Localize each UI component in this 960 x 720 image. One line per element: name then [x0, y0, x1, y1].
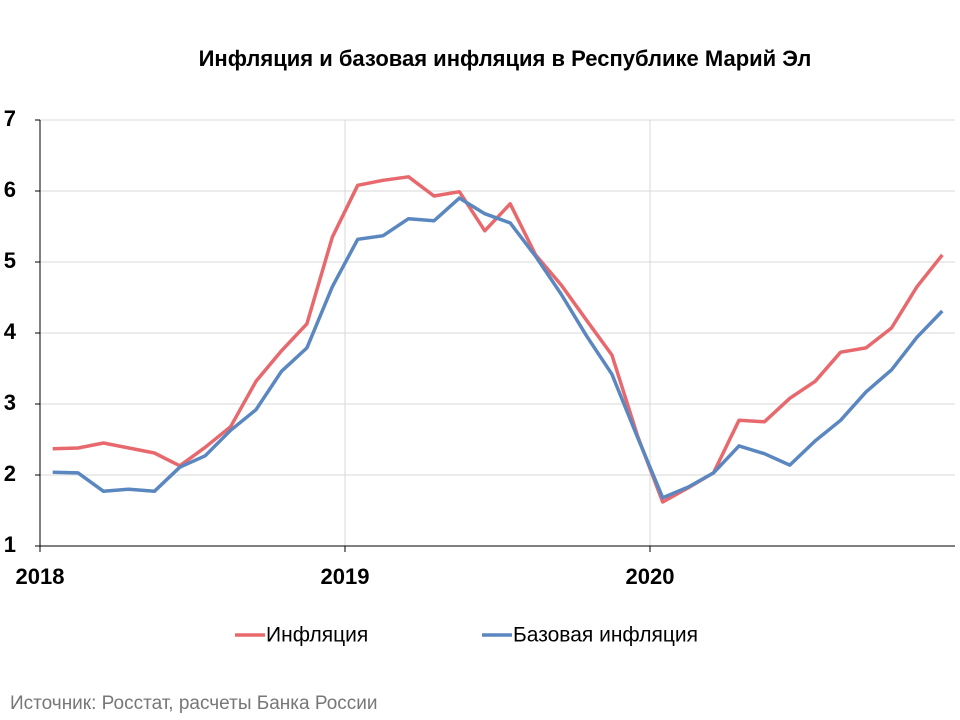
legend-label: Инфляция [266, 624, 368, 647]
y-tick-label: 3 [4, 390, 16, 415]
series-line [52, 175, 944, 504]
y-tick-label: 6 [4, 177, 16, 202]
legend-label: Базовая инфляция [513, 624, 698, 647]
y-tick-label: 1 [4, 532, 16, 557]
x-tick-label: 2019 [321, 564, 370, 589]
x-tick-label: 2018 [16, 564, 65, 589]
y-tick-label: 4 [4, 319, 17, 344]
y-tick-label: 7 [4, 106, 16, 131]
chart-title: Инфляция и базовая инфляция в Республике… [199, 46, 812, 71]
series-line [52, 196, 944, 500]
y-tick-label: 2 [4, 461, 16, 486]
x-tick-label: 2020 [626, 564, 675, 589]
source-note: Источник: Росстат, расчеты Банка России [10, 693, 378, 714]
y-tick-label: 5 [4, 248, 16, 273]
